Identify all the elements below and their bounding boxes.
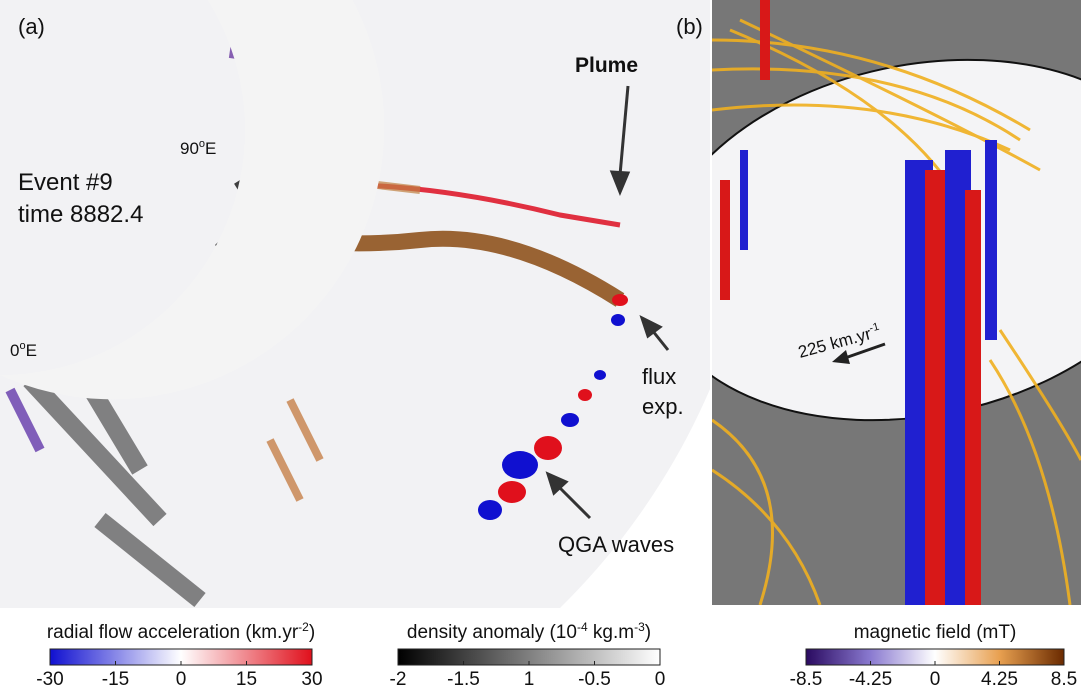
tick-label: -0.5 (578, 669, 611, 689)
panel-label: (a) (18, 14, 45, 39)
unit: E (26, 341, 37, 360)
tick-label: 0 (655, 669, 666, 689)
panel-label: (b) (676, 14, 703, 39)
tick-label: -15 (102, 669, 129, 689)
tick-label: 15 (236, 669, 257, 689)
tick-label: -1.5 (447, 669, 480, 689)
colorbar-label: radial flow acceleration (km.yr-2) (47, 620, 315, 643)
tick-label: -30 (36, 669, 63, 689)
longitude-label: 90oE (180, 138, 216, 158)
label-part: magnetic field (mT) (854, 622, 1017, 643)
num: 90 (180, 139, 199, 158)
flux-label: exp. (642, 394, 684, 419)
sup: o (19, 340, 25, 352)
sup: o (199, 138, 205, 150)
label-part: kg.m (588, 622, 634, 643)
num: 0 (10, 341, 19, 360)
label-part: ) (645, 622, 651, 643)
tick-label: -2 (390, 669, 407, 689)
colorbars: radial flow acceleration (km.yr-2)-30 -15… (36, 620, 1077, 689)
panel-b-image (712, 0, 1081, 605)
columns (720, 0, 997, 605)
flux-label: flux (642, 364, 676, 389)
arrows (545, 85, 670, 520)
label-part: -3 (634, 620, 645, 634)
tick-label: 1 (524, 669, 535, 689)
tick-label: 8.5 (1051, 669, 1077, 689)
tick-label: -8.5 (790, 669, 823, 689)
plume-label: Plume (575, 54, 638, 77)
label-part: -2 (298, 620, 309, 634)
label-part: -4 (577, 620, 588, 634)
sup: -1 (868, 321, 881, 335)
qga-waves (478, 294, 628, 520)
panel-a-image (0, 0, 710, 608)
tick-label: 30 (301, 669, 322, 689)
longitude-label: 0oE (10, 340, 37, 360)
waves-label: QGA waves (558, 532, 674, 557)
tick-label: 4.25 (981, 669, 1018, 689)
colorbar-label: density anomaly (10-4 kg.m-3) (407, 620, 651, 643)
unit: E (205, 139, 216, 158)
event-label: Event #9 (18, 169, 113, 196)
label-part: density anomaly (10 (407, 622, 577, 643)
tick-label: 0 (930, 669, 941, 689)
label-part: radial flow acceleration (km.yr (47, 622, 299, 643)
label-part: ) (309, 622, 315, 643)
tick-label: 0 (176, 669, 187, 689)
time-label: time 8882.4 (18, 201, 143, 228)
tick-label: -4.25 (849, 669, 892, 689)
colorbar-label: magnetic field (mT) (854, 622, 1017, 643)
